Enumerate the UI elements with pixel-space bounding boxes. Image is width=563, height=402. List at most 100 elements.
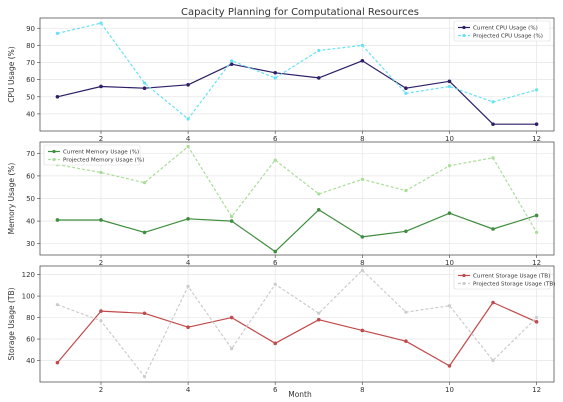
data-point — [186, 117, 190, 121]
data-point — [316, 317, 321, 322]
data-point — [229, 62, 234, 67]
data-point — [55, 94, 60, 99]
y-tick-label: 120 — [22, 271, 35, 279]
x-axis-label: Month — [288, 390, 312, 399]
y-tick-label: 60 — [26, 336, 35, 344]
x-tick-label: 2 — [99, 259, 103, 267]
y-tick-label: 60 — [26, 172, 35, 180]
x-tick-label: 6 — [273, 135, 278, 143]
y-tick-label: 70 — [26, 59, 35, 67]
data-point — [534, 320, 539, 324]
y-tick-label: 60 — [26, 76, 35, 84]
data-point — [534, 230, 539, 234]
data-point — [273, 249, 278, 254]
series-line-1 — [57, 209, 537, 253]
data-point — [186, 217, 190, 221]
x-tick-label: 12 — [532, 135, 541, 143]
x-tick-label: 8 — [360, 386, 364, 394]
legend: Current Memory Usage (%) Projected Memory… — [43, 144, 144, 166]
legend-label: Current Memory Usage (%) — [63, 150, 139, 156]
x-tick-label: 6 — [273, 386, 278, 394]
data-point — [99, 84, 103, 89]
data-point — [534, 88, 539, 92]
legend-box — [43, 144, 141, 166]
x-tick-label: 10 — [445, 259, 454, 267]
legend-label: Projected Storage Usage (TB) — [473, 282, 555, 288]
x-tick-label: 8 — [360, 259, 364, 267]
data-point — [273, 70, 278, 75]
data-point — [447, 304, 452, 308]
y-axis-label: CPU Usage (%) — [7, 46, 16, 102]
data-point — [273, 282, 277, 286]
legend-marker — [462, 273, 466, 278]
x-tick-label: 2 — [99, 135, 103, 143]
data-point — [491, 227, 495, 231]
x-tick-label: 4 — [186, 386, 191, 394]
y-tick-label: 100 — [22, 293, 35, 301]
chart-panels: 2 4 6 8 10 12 40 50 60 70 80 90 CPU Usage (%) Current… — [7, 17, 555, 394]
data-point — [317, 48, 321, 53]
data-point — [99, 218, 103, 222]
legend-marker — [52, 157, 56, 162]
data-point — [316, 76, 321, 80]
data-point — [99, 309, 103, 313]
y-tick-label: 40 — [26, 357, 35, 365]
data-point — [99, 21, 103, 25]
y-tick-label: 70 — [26, 150, 35, 158]
data-point — [447, 211, 452, 215]
data-point — [142, 311, 147, 316]
x-tick-label: 12 — [532, 386, 541, 394]
series-line-2 — [57, 269, 538, 378]
data-point — [186, 284, 190, 289]
data-point — [142, 81, 147, 85]
y-tick-label: 90 — [26, 25, 35, 33]
data-point — [404, 91, 408, 95]
legend: Current CPU Usage (%) Projected CPU Usage… — [453, 20, 551, 42]
data-point — [230, 59, 234, 63]
x-tick-label: 4 — [186, 259, 191, 267]
data-point — [360, 43, 364, 47]
legend-marker — [462, 281, 466, 286]
data-point — [273, 76, 277, 80]
data-point — [55, 303, 60, 307]
legend-box — [453, 268, 551, 290]
data-point — [360, 268, 364, 272]
y-tick-label: 80 — [26, 314, 35, 322]
data-point — [230, 347, 234, 351]
data-point — [447, 79, 452, 84]
data-point — [316, 208, 321, 212]
x-tick-label: 4 — [186, 135, 191, 143]
data-point — [142, 181, 147, 185]
data-point — [55, 360, 60, 365]
data-point — [99, 170, 103, 175]
legend-marker — [462, 33, 466, 38]
data-point — [447, 164, 452, 168]
data-point — [360, 177, 364, 181]
y-tick-label: 40 — [26, 110, 35, 118]
plot-frame — [39, 17, 555, 132]
data-point — [491, 358, 495, 363]
plot-frame — [39, 265, 555, 383]
data-point — [534, 122, 539, 126]
data-point — [404, 339, 408, 343]
legend-label: Current Storage Usage (TB) — [473, 274, 550, 280]
data-point — [491, 122, 495, 126]
data-point — [491, 300, 495, 305]
data-point — [360, 328, 365, 333]
data-point — [186, 144, 190, 149]
data-point — [447, 84, 452, 89]
y-axis-label: Storage Usage (TB) — [7, 287, 16, 360]
data-point — [534, 213, 539, 218]
y-tick-label: 80 — [26, 42, 35, 50]
data-point — [230, 214, 234, 219]
data-point — [491, 156, 495, 160]
data-point — [404, 310, 408, 314]
data-point — [447, 364, 452, 368]
data-point — [99, 319, 103, 323]
data-point — [360, 59, 365, 63]
legend-marker — [462, 25, 466, 30]
legend: Current Storage Usage (TB) Projected Stor… — [453, 268, 555, 290]
data-point — [404, 188, 408, 193]
legend-label: Current CPU Usage (%) — [473, 26, 538, 32]
